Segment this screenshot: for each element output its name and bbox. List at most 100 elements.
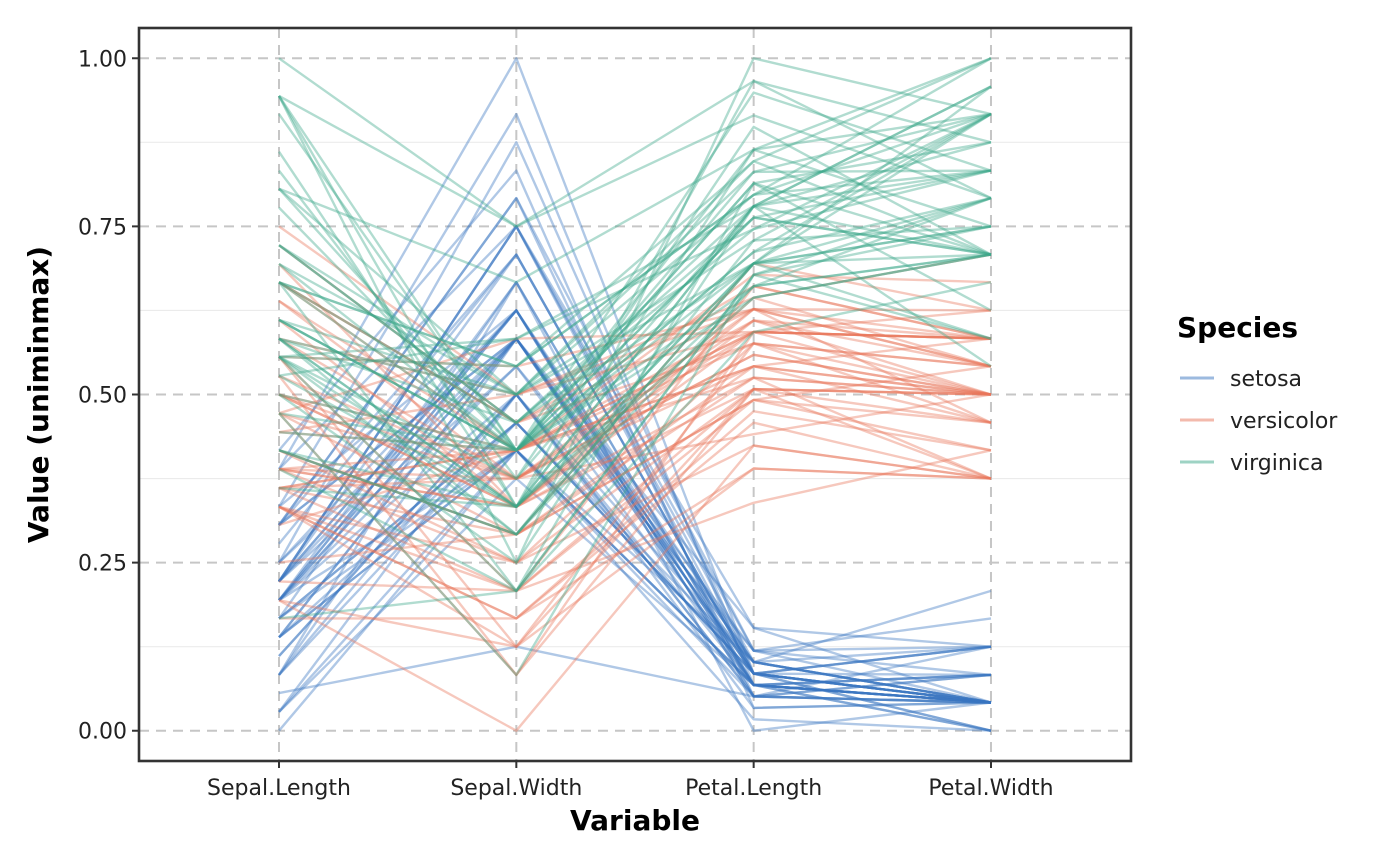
data-line-virginica xyxy=(278,169,992,452)
data-line-virginica xyxy=(278,262,992,508)
data-line-virginica xyxy=(278,253,992,452)
data-line-virginica xyxy=(278,253,992,452)
data-line-setosa xyxy=(278,393,992,710)
data-line-virginica xyxy=(278,79,992,228)
data-line-virginica xyxy=(278,141,992,452)
data-line-virginica xyxy=(278,85,992,508)
data-line-versicolor xyxy=(278,398,992,536)
y-tick-label: 0.75 xyxy=(78,215,127,240)
data-line-virginica xyxy=(278,281,992,620)
data-line-virginica xyxy=(278,95,992,452)
data-line-virginica xyxy=(278,216,992,452)
data-line-setosa xyxy=(278,196,992,652)
data-line-virginica xyxy=(278,141,992,508)
data-line-versicolor xyxy=(278,337,992,452)
y-tick-label: 1.00 xyxy=(78,47,127,72)
data-line-versicolor xyxy=(278,300,992,480)
data-line-versicolor xyxy=(278,273,992,452)
data-line-virginica xyxy=(278,196,992,396)
data-line-versicolor xyxy=(278,398,992,593)
data-line-virginica xyxy=(278,196,992,593)
x-tick-label: Petal.Width xyxy=(928,776,1053,801)
data-line-versicolor xyxy=(278,330,992,508)
data-line-setosa xyxy=(278,281,992,704)
data-line-setosa xyxy=(278,309,992,698)
data-line-virginica xyxy=(278,113,992,452)
data-line-virginica xyxy=(278,182,992,452)
data-line-versicolor xyxy=(278,387,992,677)
data-line-setosa xyxy=(277,112,992,704)
data-line-virginica xyxy=(278,85,992,424)
data-line-setosa xyxy=(278,449,992,704)
data-line-setosa xyxy=(278,365,992,704)
data-line-setosa xyxy=(278,449,992,713)
data-line-virginica xyxy=(278,169,992,368)
data-line-versicolor xyxy=(278,253,992,434)
data-line-virginica xyxy=(278,216,992,424)
data-line-virginica xyxy=(278,169,992,424)
data-line-versicolor xyxy=(278,285,992,593)
data-line-virginica xyxy=(278,148,992,508)
lines-layer xyxy=(277,57,992,732)
data-line-setosa xyxy=(278,337,992,687)
data-line-setosa xyxy=(278,225,992,704)
data-line-virginica xyxy=(278,253,992,452)
data-line-versicolor xyxy=(278,281,992,424)
data-line-virginica xyxy=(278,113,992,377)
x-tick-label: Petal.Length xyxy=(685,776,822,801)
data-line-versicolor xyxy=(278,467,992,648)
data-line-virginica xyxy=(278,196,992,452)
legend-label-versicolor: versicolor xyxy=(1230,409,1338,434)
data-line-setosa xyxy=(278,225,992,648)
data-line-setosa xyxy=(278,337,992,704)
data-line-setosa xyxy=(278,309,992,687)
data-line-setosa xyxy=(278,337,992,704)
data-line-versicolor xyxy=(278,307,992,508)
data-line-setosa xyxy=(278,449,992,687)
data-line-setosa xyxy=(278,337,992,704)
data-line-virginica xyxy=(278,253,992,536)
data-line-versicolor xyxy=(278,225,992,396)
data-line-versicolor xyxy=(278,387,992,564)
legend: Species setosa versicolor virginica xyxy=(1177,311,1338,476)
data-line-versicolor xyxy=(278,444,992,732)
data-line-versicolor xyxy=(278,410,992,620)
data-line-versicolor xyxy=(279,467,992,620)
data-line-setosa xyxy=(278,309,992,704)
y-tick-label: 0.00 xyxy=(78,720,127,745)
ticks-layer: 0.00 0.25 0.50 0.75 1.00 Sepal.Length Sepal.Wi… xyxy=(78,47,1054,801)
data-line-setosa xyxy=(278,421,992,704)
data-line-setosa xyxy=(278,196,992,698)
data-line-versicolor xyxy=(278,244,992,424)
data-line-virginica xyxy=(278,273,992,677)
data-line-versicolor xyxy=(278,307,992,480)
data-line-versicolor xyxy=(278,393,992,490)
data-line-virginica xyxy=(278,169,992,452)
data-line-virginica xyxy=(278,57,992,368)
data-line-virginica xyxy=(278,204,992,480)
data-line-virginica xyxy=(278,204,992,564)
data-line-versicolor xyxy=(278,342,992,648)
data-line-setosa xyxy=(277,141,992,732)
legend-label-virginica: virginica xyxy=(1230,451,1324,476)
data-line-virginica xyxy=(278,57,992,284)
data-line-versicolor xyxy=(278,263,992,508)
data-line-versicolor xyxy=(278,281,992,424)
data-line-setosa xyxy=(278,337,992,704)
data-line-virginica xyxy=(278,113,992,424)
data-line-setosa xyxy=(277,281,992,732)
data-line-setosa xyxy=(278,337,992,664)
data-line-versicolor xyxy=(278,421,992,620)
x-tick-label: Sepal.Width xyxy=(450,776,582,801)
data-line-virginica xyxy=(278,57,992,228)
data-line-versicolor xyxy=(278,330,992,677)
data-line-setosa xyxy=(278,337,992,675)
data-line-setosa xyxy=(278,253,992,704)
data-line-versicolor xyxy=(278,337,992,480)
data-line-versicolor xyxy=(278,319,992,452)
data-line-setosa xyxy=(278,225,992,677)
data-line-setosa xyxy=(278,477,992,713)
data-line-versicolor xyxy=(278,387,992,593)
data-line-setosa xyxy=(278,449,992,732)
